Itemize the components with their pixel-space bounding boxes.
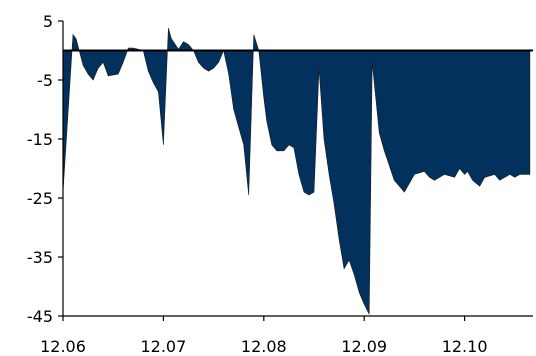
y-tick-label: -15: [27, 130, 53, 149]
y-tick-label: -25: [27, 189, 53, 208]
x-tick-label: 12.09: [341, 337, 387, 356]
x-tick-label: 12.08: [241, 337, 287, 356]
series-area: [62, 28, 531, 315]
y-axis-ticks: 5 -5 -15 -25 -35 -45: [27, 12, 63, 326]
x-tick-label: 12.07: [140, 337, 186, 356]
y-tick-label: 5: [43, 12, 53, 31]
y-tick-label: -5: [37, 71, 53, 90]
x-axis-ticks: 12.06 12.07 12.08 12.09 12.10: [40, 316, 488, 356]
x-tick-label: 12.10: [442, 337, 488, 356]
x-tick-label: 12.06: [40, 337, 86, 356]
y-tick-label: -35: [27, 248, 53, 267]
y-tick-label: -45: [27, 307, 53, 326]
